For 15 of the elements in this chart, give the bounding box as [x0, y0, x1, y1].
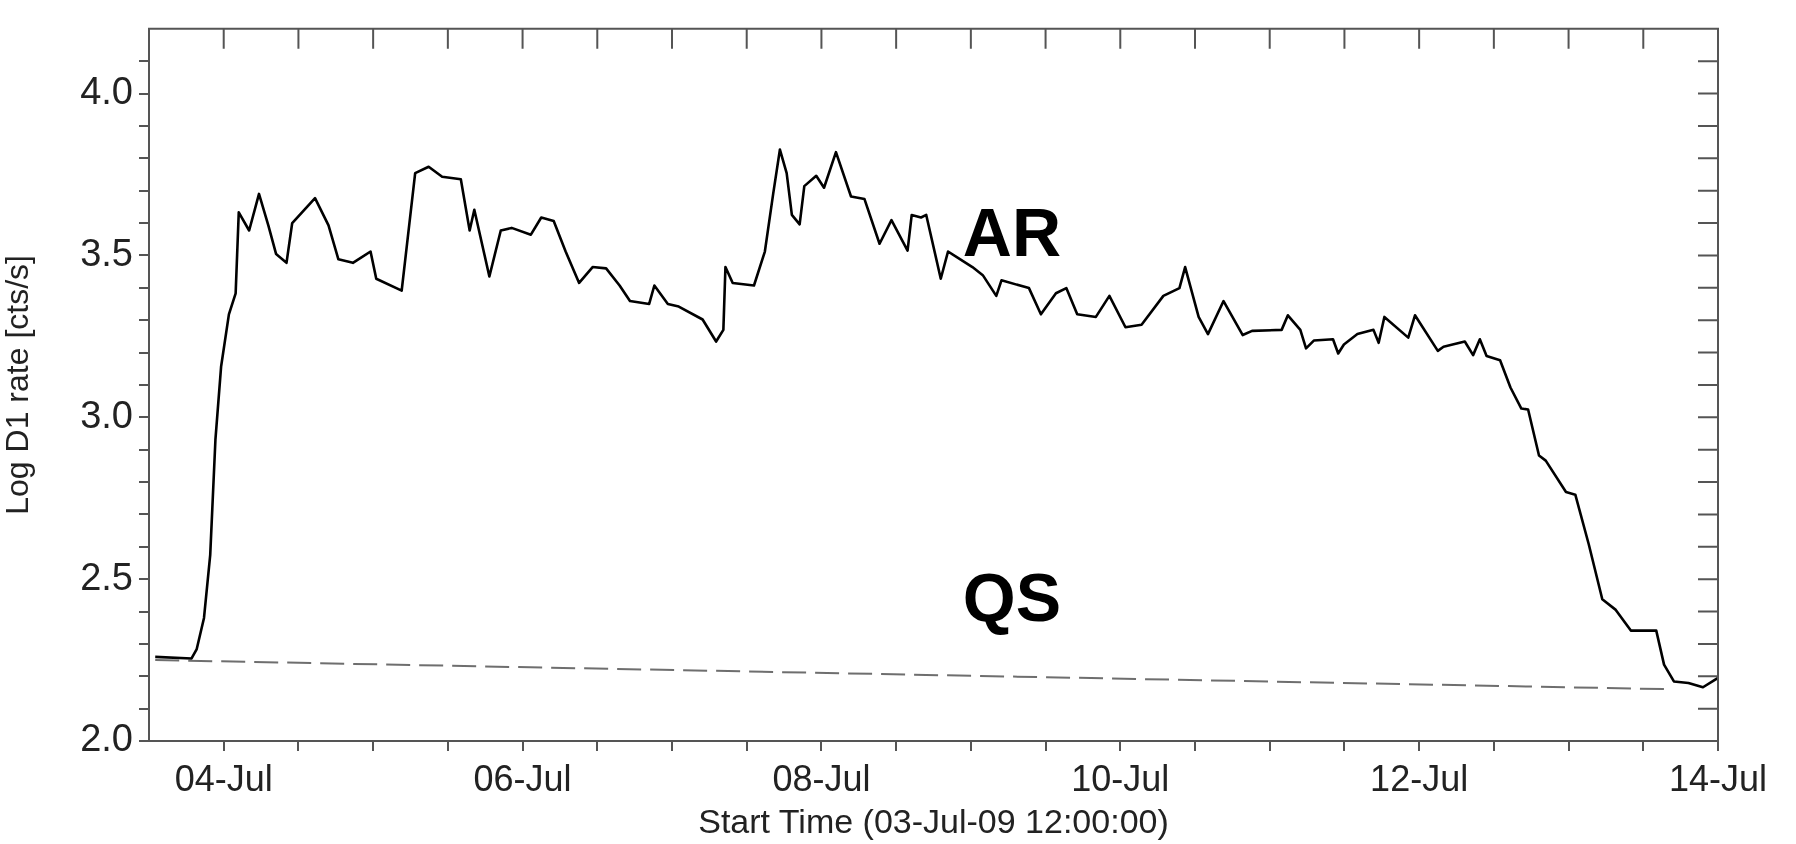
x-tick-label: 04-Jul [174, 757, 273, 799]
x-tick-label: 06-Jul [473, 757, 572, 799]
y-tick-label: 3.0 [80, 393, 133, 436]
x-tick-label: 14-Jul [1668, 757, 1768, 799]
y-tick-label: 4.0 [80, 70, 133, 113]
series-label: QS [962, 559, 1062, 636]
x-tick-label: 12-Jul [1370, 757, 1469, 799]
series-label: AR [962, 194, 1062, 271]
x-tick-label: 08-Jul [772, 757, 871, 799]
y-tick-label: 2.5 [80, 555, 133, 598]
y-tick-label: 2.0 [80, 717, 133, 760]
y-tick-label: 3.5 [80, 231, 133, 274]
x-axis-title: Start Time (03-Jul-09 12:00:00) [698, 801, 1169, 840]
y-axis-title: Log D1 rate [cts/s] [0, 255, 36, 515]
x-tick-label: 10-Jul [1071, 757, 1170, 799]
